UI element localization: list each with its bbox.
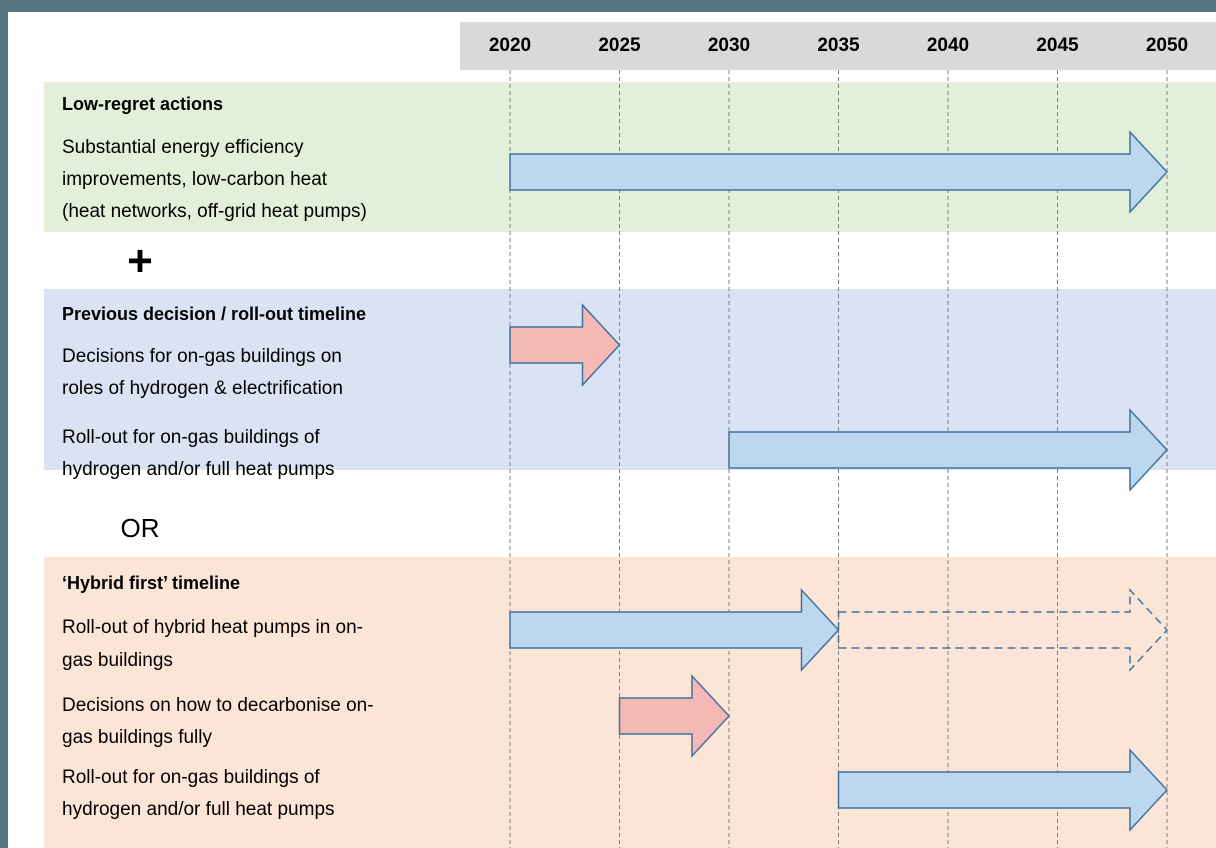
timeline-arrow	[618, 674, 731, 758]
year-label: 2050	[1146, 35, 1188, 56]
row-label: Roll-out for on-gas buildings of	[62, 767, 320, 788]
year-label: 2045	[1036, 35, 1079, 56]
row-label: Roll-out of hybrid heat pumps in on-	[62, 617, 363, 638]
row-label: (heat networks, off-grid heat pumps)	[62, 201, 367, 222]
content: 2020 2025 2030 2035 2040 2045 2050 Low-regret a…	[62, 35, 1188, 832]
left-border	[0, 0, 8, 848]
row-label: gas buildings fully	[62, 727, 212, 748]
row-label: gas buildings	[62, 650, 173, 671]
row-label: improvements, low-carbon heat	[62, 169, 328, 190]
year-label: 2020	[489, 35, 531, 56]
row-label: hydrogen and/or full heat pumps	[62, 799, 335, 820]
row-label: Roll-out for on-gas buildings of	[62, 427, 320, 448]
row-label: Decisions for on-gas buildings on	[62, 346, 342, 367]
year-label: 2030	[708, 35, 750, 56]
year-label: 2025	[598, 35, 641, 56]
connector-label: OR	[121, 513, 160, 543]
row-label: hydrogen and/or full heat pumps	[62, 459, 335, 480]
timeline-arrow	[509, 303, 621, 387]
section-title: Low-regret actions	[62, 94, 223, 114]
timeline-arrow	[837, 588, 1169, 672]
section-title: Previous decision / roll-out timeline	[62, 304, 366, 324]
row-label: Substantial energy efficiency	[62, 137, 304, 158]
section-title: ‘Hybrid first’ timeline	[62, 573, 240, 593]
top-border	[0, 0, 1216, 12]
timeline-arrow	[837, 748, 1169, 832]
year-label: 2040	[927, 35, 969, 56]
row-label: Decisions on how to decarbonise on-	[62, 695, 374, 716]
timeline-arrow	[509, 130, 1169, 214]
connector-label: +	[127, 237, 153, 286]
year-header	[460, 22, 1216, 70]
timeline-arrow	[728, 408, 1169, 492]
year-label: 2035	[817, 35, 860, 56]
row-label: roles of hydrogen & electrification	[62, 378, 343, 399]
timeline-arrow	[509, 588, 840, 672]
